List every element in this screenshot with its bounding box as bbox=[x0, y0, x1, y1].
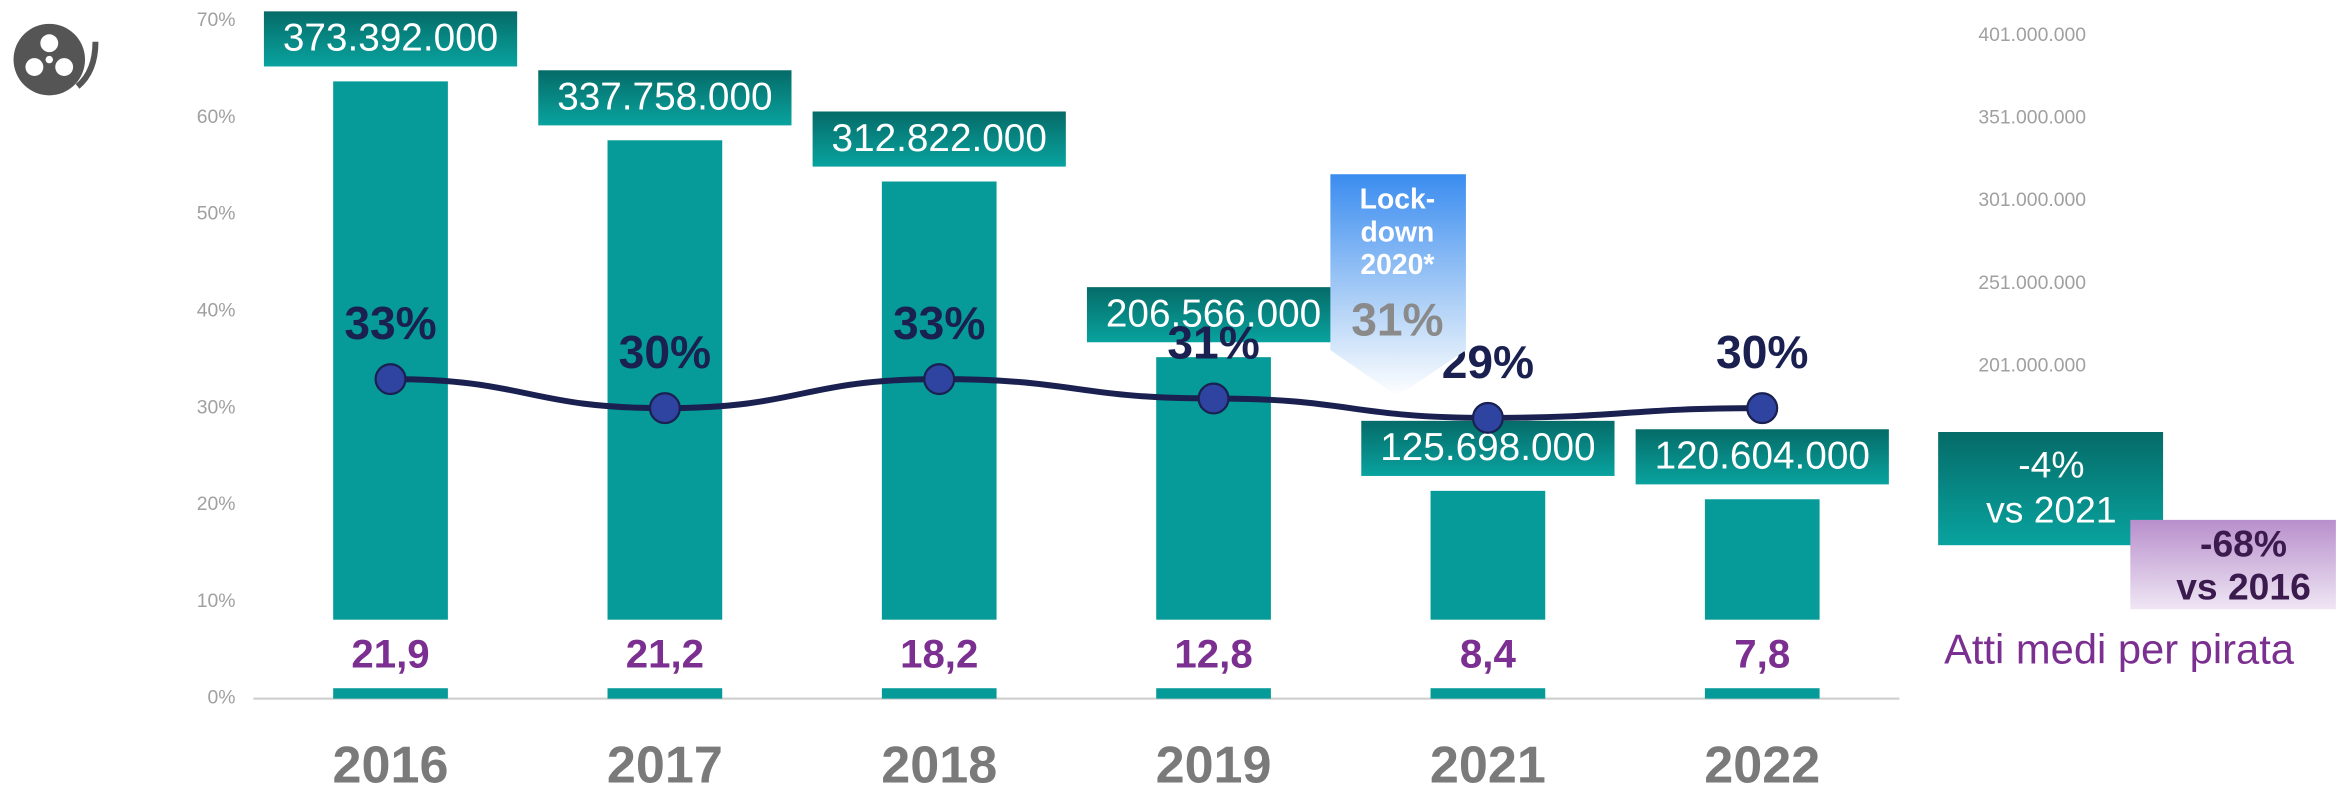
lockdown-text: 2020* bbox=[1360, 248, 1434, 280]
avg-label: 7,8 bbox=[1734, 632, 1790, 677]
bar-label-box bbox=[812, 111, 1066, 167]
line bbox=[390, 376, 1763, 421]
change-box bbox=[2130, 519, 2336, 610]
bar-label-box bbox=[538, 70, 792, 126]
line-label: 31% bbox=[1167, 317, 1259, 369]
lockdown-value: 31% bbox=[1351, 293, 1443, 345]
bar-gap bbox=[606, 619, 724, 689]
x-tick-label: 2016 bbox=[333, 736, 449, 791]
y2-tick-label: 401.000.000 bbox=[1978, 24, 2086, 46]
bar-gap bbox=[880, 619, 999, 689]
legend-label: Atti medi per pirata bbox=[1944, 625, 2295, 672]
y2-tick-label: 351.000.000 bbox=[1978, 106, 2086, 128]
avg-label: 21,9 bbox=[351, 632, 429, 677]
x-tick-label: 2019 bbox=[1156, 736, 1272, 791]
avg-label: 21,2 bbox=[626, 632, 704, 677]
y-tick-label: 40% bbox=[197, 299, 236, 321]
x-tick-label: 2021 bbox=[1430, 736, 1546, 791]
bar-label: 373.392.000 bbox=[283, 17, 498, 60]
avg-label: 12,8 bbox=[1174, 632, 1252, 677]
line-label: 33% bbox=[344, 297, 436, 349]
bar-label-box bbox=[1086, 287, 1341, 343]
change-box bbox=[1938, 431, 2164, 546]
y-tick-label: 10% bbox=[197, 590, 236, 612]
bar-label: 206.566.000 bbox=[1106, 292, 1321, 335]
y-tick-label: 20% bbox=[197, 493, 236, 515]
y2-tick-label: 251.000.000 bbox=[1978, 272, 2086, 294]
change-text: -68% bbox=[2200, 523, 2287, 565]
y-tick-label: 50% bbox=[197, 203, 236, 225]
y-tick-label: 30% bbox=[197, 396, 236, 418]
bar-label-box bbox=[1635, 429, 1889, 485]
y2-tick-label: 201.000.000 bbox=[1978, 354, 2086, 376]
x-tick-label: 2017 bbox=[607, 736, 723, 791]
y-tick-label: 60% bbox=[197, 106, 236, 128]
avg-label: 18,2 bbox=[900, 632, 978, 677]
y-tick-label: 0% bbox=[207, 687, 235, 709]
bar-gap bbox=[331, 619, 450, 689]
x-tick-label: 2022 bbox=[1704, 736, 1820, 791]
bar-label-box bbox=[263, 11, 518, 67]
bar-label: 312.822.000 bbox=[832, 117, 1047, 160]
lockdown-callout bbox=[1330, 174, 1466, 397]
change-text: -4% bbox=[2018, 444, 2084, 486]
bar-gap bbox=[1429, 619, 1547, 689]
bar-gap bbox=[1703, 619, 1822, 689]
change-text: vs 2021 bbox=[1986, 488, 2116, 530]
line-label: 33% bbox=[893, 297, 985, 349]
lockdown-text: Lock- bbox=[1360, 183, 1435, 215]
film-icon bbox=[13, 23, 99, 96]
line-marker bbox=[648, 392, 681, 425]
line-label: 30% bbox=[619, 326, 711, 378]
line-marker bbox=[374, 363, 407, 396]
lockdown-text: down bbox=[1360, 215, 1434, 247]
line-marker bbox=[1471, 401, 1504, 434]
bar bbox=[881, 181, 997, 699]
y2-tick-label: 301.000.000 bbox=[1978, 189, 2086, 211]
change-text: vs 2016 bbox=[2176, 566, 2311, 608]
bar-label: 337.758.000 bbox=[557, 76, 772, 119]
avg-label: 8,4 bbox=[1460, 632, 1517, 677]
y-tick-label: 70% bbox=[197, 9, 236, 31]
x-tick-label: 2018 bbox=[881, 736, 997, 791]
bar-gap bbox=[1154, 619, 1273, 689]
line-marker bbox=[1197, 382, 1230, 415]
line-marker bbox=[923, 363, 956, 396]
bar-label: 120.604.000 bbox=[1655, 435, 1870, 478]
line-label: 30% bbox=[1716, 326, 1808, 378]
line-marker bbox=[1746, 392, 1779, 425]
